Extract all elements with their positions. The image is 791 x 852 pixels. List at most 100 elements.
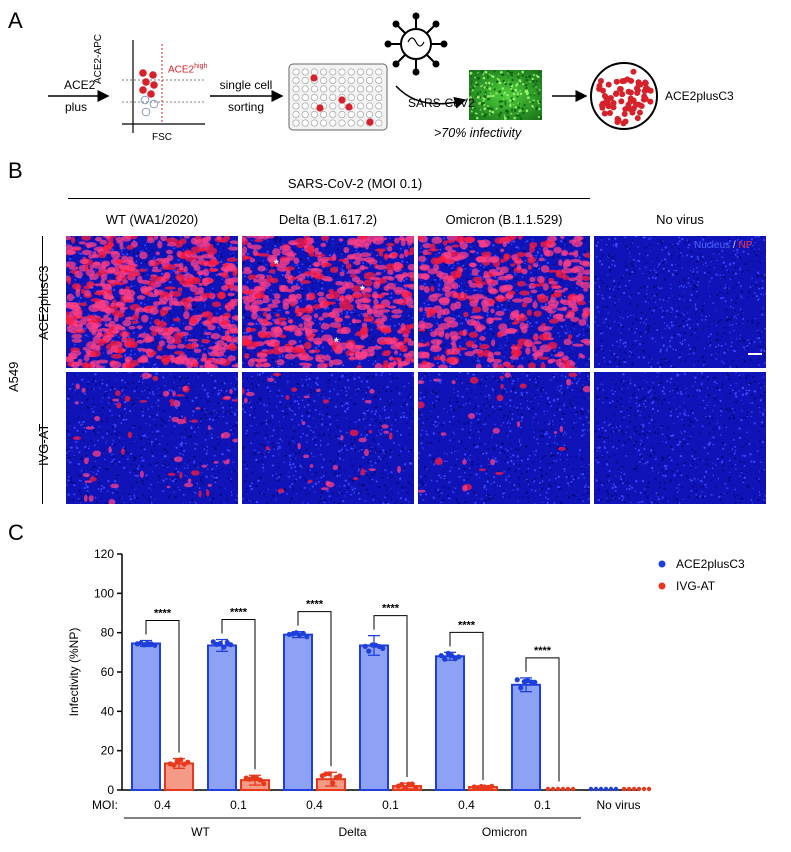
cell-dish bbox=[590, 62, 658, 130]
bar bbox=[511, 683, 541, 792]
legend-label: ACE2plusC3 bbox=[676, 557, 745, 571]
data-point bbox=[560, 786, 566, 792]
single-cell-label: single cell bbox=[219, 78, 273, 92]
y-tick-label: 80 bbox=[101, 626, 115, 640]
data-point bbox=[261, 781, 267, 787]
bar bbox=[131, 642, 161, 791]
data-point bbox=[337, 773, 343, 779]
data-point bbox=[185, 759, 191, 765]
virus-label: SARS-CoV2 bbox=[408, 96, 475, 110]
flow-y-axis-label: ACE2-APC bbox=[93, 33, 104, 84]
legend-label: IVG-AT bbox=[676, 579, 716, 593]
data-point bbox=[413, 785, 419, 791]
y-tick-label: 0 bbox=[107, 783, 114, 797]
significance-bracket bbox=[449, 631, 484, 781]
data-point bbox=[598, 786, 604, 792]
infectivity-bar-chart: 0 20 40 60 80 100 120 Infectivity (%NP) **** 0.4 *… bbox=[67, 547, 745, 839]
gate-label: ACE2high bbox=[168, 63, 208, 76]
sorting-label: sorting bbox=[227, 100, 265, 114]
moi-tick-label: 0.4 bbox=[458, 798, 475, 812]
col-label-omicron: Omicron (B.1.1.529) bbox=[445, 212, 563, 227]
data-point bbox=[489, 783, 495, 789]
data-point bbox=[178, 757, 184, 763]
curved-arrow bbox=[395, 85, 467, 109]
bar bbox=[359, 644, 389, 791]
image-ivg-at-wt bbox=[66, 372, 238, 504]
panel-b-letter: B bbox=[8, 158, 23, 183]
significance-bracket bbox=[145, 620, 180, 753]
data-point bbox=[380, 645, 386, 652]
image-ace2plusc3-wt bbox=[66, 236, 238, 368]
data-point bbox=[631, 786, 637, 792]
flow-x-axis-label: FSC bbox=[152, 132, 172, 143]
data-point bbox=[646, 786, 652, 792]
panel-a-schematic bbox=[48, 12, 658, 133]
data-point bbox=[550, 786, 556, 792]
moi-tick-label: 0.1 bbox=[382, 798, 399, 812]
data-point bbox=[456, 654, 462, 660]
data-point bbox=[545, 786, 551, 792]
cell-line-label: A549 bbox=[6, 361, 21, 392]
image-ivg-at-delta bbox=[242, 372, 414, 504]
data-point bbox=[221, 644, 227, 650]
legend-slash: / bbox=[730, 240, 739, 251]
well-plate bbox=[288, 63, 388, 131]
row-label-ace2plusc3: ACE2plusC3 bbox=[36, 265, 51, 340]
legend-nucleus: Nucleus bbox=[694, 240, 731, 251]
col-label-novirus: No virus bbox=[656, 212, 704, 227]
moi-label: MOI: bbox=[92, 798, 118, 812]
data-point bbox=[304, 634, 310, 640]
moi-tick-label: No virus bbox=[596, 798, 640, 812]
infectivity-label: >70% infectivity bbox=[434, 126, 522, 140]
data-point bbox=[438, 652, 444, 659]
data-point bbox=[330, 780, 336, 786]
data-point bbox=[402, 785, 408, 791]
scale-bar bbox=[748, 353, 762, 355]
moi-tick-label: 0.1 bbox=[534, 798, 551, 812]
bar bbox=[283, 633, 313, 791]
data-point bbox=[326, 771, 332, 777]
y-tick-label: 120 bbox=[94, 547, 114, 561]
virus-icon bbox=[384, 12, 448, 76]
panel-c-letter: C bbox=[8, 520, 24, 545]
data-point bbox=[399, 781, 405, 788]
data-point bbox=[362, 643, 368, 649]
panel-b-header-line bbox=[68, 198, 590, 199]
image-legend: Nucleus / NP bbox=[694, 240, 752, 251]
data-point bbox=[366, 648, 372, 654]
data-point bbox=[217, 640, 223, 647]
significance-label: **** bbox=[458, 619, 476, 631]
data-point bbox=[641, 786, 647, 792]
y-tick-label: 40 bbox=[101, 704, 115, 718]
significance-label: **** bbox=[230, 607, 248, 619]
data-point bbox=[257, 777, 263, 783]
significance-label: **** bbox=[154, 608, 172, 620]
data-point bbox=[449, 652, 455, 659]
moi-tick-label: 0.4 bbox=[306, 798, 323, 812]
bar bbox=[207, 644, 237, 791]
legend-marker bbox=[658, 560, 666, 568]
clone-label: ACE2plusC3 bbox=[665, 89, 734, 103]
y-axis-label: Infectivity (%NP) bbox=[67, 628, 81, 717]
data-point bbox=[532, 679, 538, 685]
significance-label: **** bbox=[382, 603, 400, 615]
legend-np: NP bbox=[738, 240, 753, 251]
data-point bbox=[636, 786, 642, 792]
legend-marker bbox=[658, 582, 666, 590]
significance-bracket bbox=[297, 611, 332, 767]
image-ace2plusc3-novirus bbox=[594, 236, 766, 368]
group-label: Omicron bbox=[482, 825, 527, 839]
image-ace2plusc3-delta: * * * bbox=[242, 236, 414, 368]
panel-a-letter: A bbox=[8, 8, 23, 33]
col-label-delta: Delta (B.1.617.2) bbox=[278, 212, 378, 227]
data-point bbox=[442, 656, 448, 662]
row-divider-line bbox=[42, 236, 43, 504]
data-point bbox=[621, 786, 627, 792]
moi-tick-label: 0.4 bbox=[154, 798, 171, 812]
data-point bbox=[555, 786, 561, 792]
y-tick-label: 100 bbox=[94, 586, 114, 600]
significance-bracket bbox=[373, 615, 408, 778]
data-point bbox=[588, 786, 594, 792]
image-ace2plusc3-omicron bbox=[418, 236, 590, 368]
data-point bbox=[570, 786, 576, 792]
